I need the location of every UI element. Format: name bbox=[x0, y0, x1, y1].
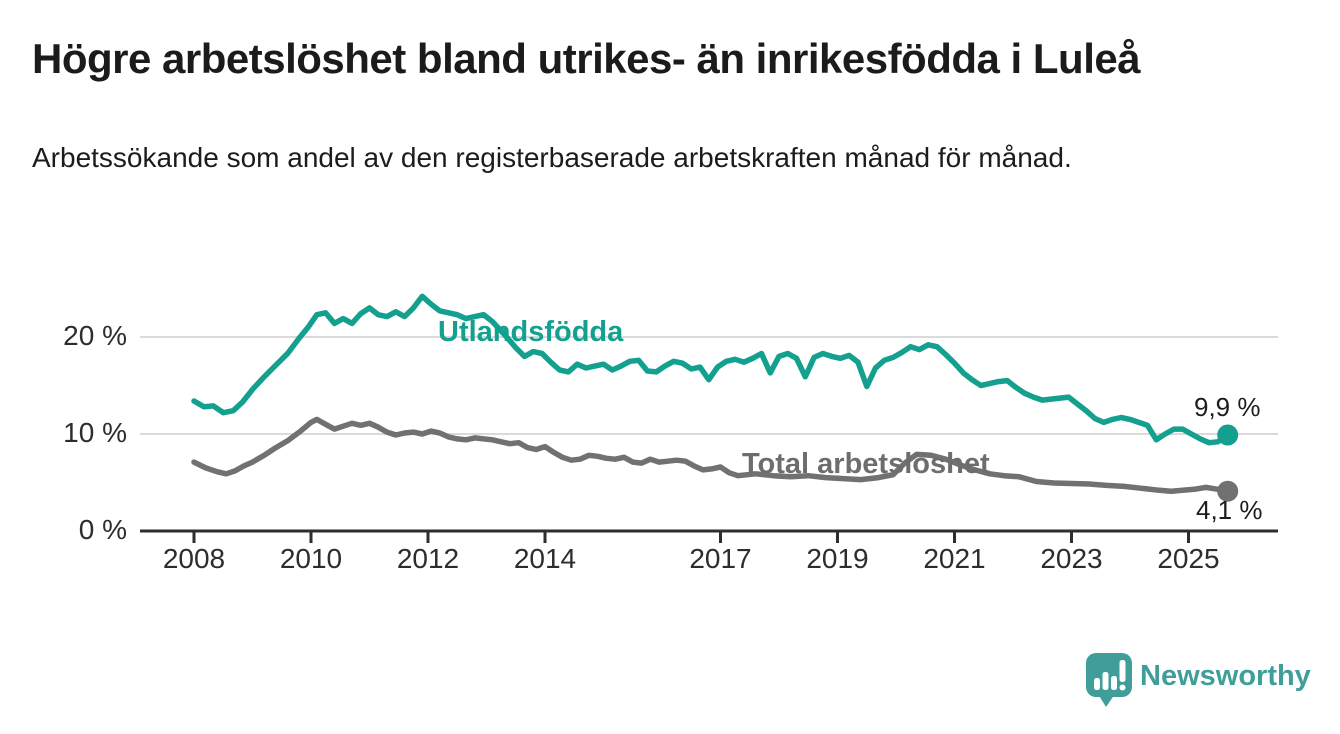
x-tick-label: 2012 bbox=[396, 543, 460, 574]
y-tick-label: 20 % bbox=[63, 320, 127, 351]
series-label-total-arbetsloshet: Total arbetslöshet bbox=[742, 448, 990, 480]
end-value-label-utlandsfodda: 9,9 % bbox=[1194, 392, 1261, 422]
series-label-utlandsfodda: Utlandsfödda bbox=[438, 316, 624, 348]
x-tick-label: 2025 bbox=[1157, 543, 1220, 574]
page-title: Högre arbetslöshet bland utrikes- än inr… bbox=[32, 35, 1141, 82]
series-end-dot-1 bbox=[1217, 480, 1239, 502]
x-tick-label: 2023 bbox=[1040, 543, 1103, 574]
series-line-0 bbox=[191, 293, 1231, 446]
end-value-label-total: 4,1 % bbox=[1196, 495, 1263, 525]
newsworthy-wordmark: Newsworthy bbox=[1140, 660, 1311, 692]
x-tick-label: 2021 bbox=[923, 543, 986, 574]
x-tick-label: 2019 bbox=[806, 543, 869, 574]
y-tick-label: 0 % bbox=[78, 514, 127, 545]
newsworthy-speech-bubble-chart-icon bbox=[1086, 653, 1132, 707]
x-tick-label: 2017 bbox=[689, 543, 752, 574]
newsworthy-logo: Newsworthy bbox=[1085, 652, 1315, 712]
y-tick-label: 10 % bbox=[63, 417, 127, 448]
x-tick-label: 2010 bbox=[279, 543, 343, 574]
x-tick-label: 2014 bbox=[513, 543, 577, 574]
series-line-1 bbox=[191, 416, 1231, 494]
chart-subtitle: Arbetssökande som andel av den registerb… bbox=[32, 142, 1072, 173]
x-tick-label: 2008 bbox=[162, 543, 226, 574]
series-end-dot-0 bbox=[1217, 424, 1239, 446]
